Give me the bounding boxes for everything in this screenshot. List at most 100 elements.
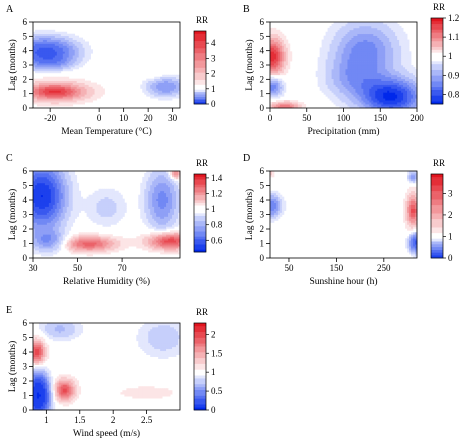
heatmap-cell [373,88,376,91]
heatmap-cell [365,49,368,52]
heatmap-cell [321,86,324,89]
heatmap-cell [391,96,394,99]
heatmap-cell [329,78,332,81]
heatmap-cell [108,222,111,225]
heatmap-cell [58,31,62,35]
heatmap-cell [331,51,334,54]
heatmap-cell [72,236,76,239]
heatmap-cell [60,188,64,192]
y-tick-label: 6 [23,17,28,27]
heatmap-cell [46,41,50,44]
colorbar-band [194,96,206,100]
heatmap-cell [60,230,64,233]
heatmap-cell [36,37,40,40]
heatmap-cell [337,98,340,101]
heatmap-cell [88,210,91,213]
heatmap-cell [379,88,382,91]
heatmap-cell [48,208,52,211]
heatmap-cell [323,78,326,81]
heatmap-cell [353,104,356,107]
heatmap-cell [54,70,58,74]
heatmap-cell [415,76,418,80]
heatmap-cell [68,92,72,95]
heatmap-cell [108,198,111,202]
heatmap-cell [399,80,402,83]
heatmap-cell [279,55,283,58]
heatmap-cell [80,200,84,203]
heatmap-cell [343,35,346,38]
heatmap-cell [74,82,78,85]
heatmap-cell [339,33,342,37]
colorbar-band [431,58,443,62]
heatmap-cell [339,57,342,60]
heatmap-cell [411,104,414,107]
heatmap-cell [347,74,350,78]
heatmap-cell [415,78,418,81]
heatmap-cell [36,178,40,182]
heatmap-cell [371,96,374,99]
heatmap-cell [347,57,350,60]
heatmap-cell [33,218,36,221]
heatmap-cell [76,184,80,188]
heatmap-cell [48,230,52,233]
heatmap-cell [375,27,378,31]
heatmap-cell [174,86,177,89]
heatmap-cell [34,70,38,74]
heatmap-cell [335,49,338,52]
heatmap-cell [319,80,322,83]
heatmap-cell [42,70,46,74]
heatmap-cell [345,65,348,68]
heatmap-cell [38,186,42,190]
heatmap-cell [108,190,111,194]
heatmap-cell [283,102,287,105]
heatmap-cell [339,86,342,89]
heatmap-cell [70,178,74,182]
heatmap-cell [327,59,330,62]
heatmap-cell [74,200,78,203]
heatmap-cell [56,174,60,178]
heatmap-cell [66,198,70,202]
heatmap-cell [331,90,334,93]
heatmap-cell [64,200,68,203]
heatmap-cell [397,51,400,54]
heatmap-cell [271,65,275,68]
heatmap-cell [405,80,408,83]
heatmap-cell [72,94,76,97]
heatmap-cell [281,55,285,58]
heatmap-cell [369,63,372,66]
heatmap-cell [377,51,380,54]
heatmap-cell [46,94,50,97]
heatmap-cell [369,76,372,80]
heatmap-cell [58,218,62,221]
heatmap-cell [58,246,62,249]
heatmap-cell [401,96,404,99]
heatmap-cell [33,33,36,37]
heatmap-cell [70,90,74,93]
heatmap-cell [381,96,384,99]
heatmap-cell [329,57,332,60]
heatmap-cell [80,204,84,207]
heatmap-cell [359,29,362,33]
heatmap-cell [68,90,72,93]
heatmap-cell [277,61,281,64]
heatmap-cell [407,59,410,62]
heatmap-cell [58,53,62,56]
heatmap-cell [369,74,372,78]
heatmap-cell [60,212,64,215]
heatmap-cell [84,206,87,209]
heatmap-cell [359,102,362,105]
heatmap-cell [387,102,390,105]
heatmap-cell [369,33,372,37]
heatmap-cell [327,96,330,99]
heatmap-cell [98,220,101,223]
heatmap-cell [58,33,62,37]
heatmap-cell [110,242,113,245]
heatmap-cell [281,66,285,70]
heatmap-cell [52,90,56,93]
heatmap-cell [38,68,42,72]
heatmap-cell [74,86,78,89]
heatmap-cell [74,94,78,97]
heatmap-cell [270,41,273,44]
heatmap-cell [411,84,414,87]
heatmap-cell [38,53,42,56]
